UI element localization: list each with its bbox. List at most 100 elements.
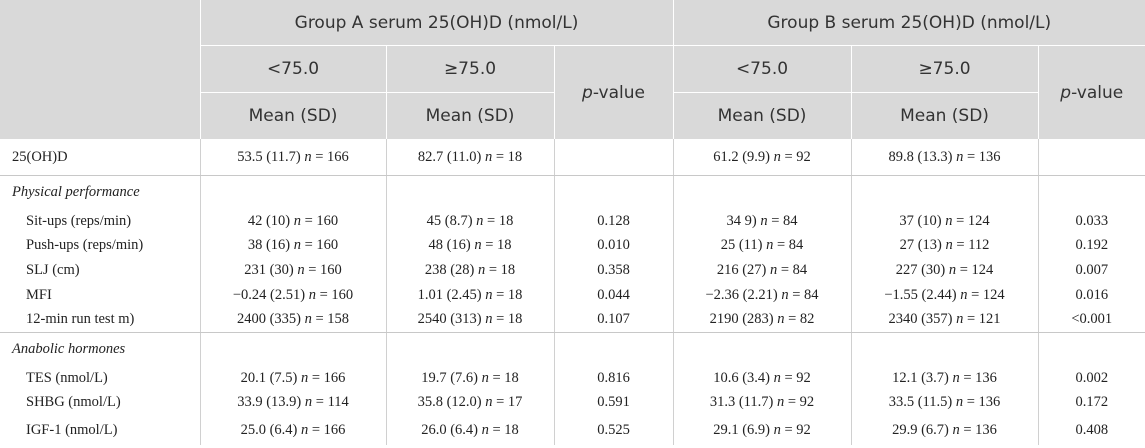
cell: 31.3 (11.7) n = 92 <box>672 390 851 416</box>
cell: 0.010 <box>553 233 673 259</box>
sample-size-n: n <box>484 148 493 165</box>
sample-size-n: n <box>945 212 953 229</box>
row-label: 25(OH)D <box>0 139 200 176</box>
cell: 0.525 <box>553 415 673 446</box>
p-suffix: -value <box>592 82 645 103</box>
cell: 29.9 (6.7) n = 136 <box>850 415 1038 446</box>
sample-size-n: n <box>304 148 312 165</box>
cell: 216 (27) n = 84 <box>672 258 851 283</box>
cell <box>553 139 673 176</box>
table-row: SHBG (nmol/L) 33.9 (13.9) n = 114 35.8 (… <box>0 390 1145 416</box>
group-b-ge75-header: ≥75.0 <box>850 45 1038 93</box>
table-header: Group A serum 25(OH)D (nmol/L) Group B s… <box>0 0 1145 139</box>
table-row: MFI −0.24 (2.51) n = 160 1.01 (2.45) n =… <box>0 282 1145 308</box>
sample-size-n: n <box>952 369 960 386</box>
sample-size-n: n <box>955 394 964 411</box>
table-row: SLJ (cm) 231 (30) n = 160 238 (28) n = 1… <box>0 258 1145 283</box>
cell: 19.7 (7.6) n = 18 <box>385 365 554 391</box>
cell: −0.24 (2.51) n = 160 <box>199 282 386 308</box>
cell: 0.128 <box>553 209 673 234</box>
row-label: TES (nmol/L) <box>26 369 108 386</box>
cell: 2400 (335) n = 158 <box>199 307 386 333</box>
cell: 61.2 (9.9) n = 92 <box>672 139 851 176</box>
cell: 0.044 <box>553 282 673 308</box>
cell: 37 (10) n = 124 <box>850 209 1038 234</box>
group-b-lt75-header: <75.0 <box>672 45 851 93</box>
cell: −2.36 (2.21) n = 84 <box>672 282 851 308</box>
table-row: Push-ups (reps/min) 38 (16) n = 160 48 (… <box>0 233 1145 259</box>
row-label: SLJ (cm) <box>26 261 80 278</box>
sample-size-n: n <box>485 286 493 303</box>
sample-size-n: n <box>485 394 493 411</box>
cell: 0.107 <box>553 307 673 333</box>
cell: 26.0 (6.4) n = 18 <box>385 415 554 446</box>
cell: 29.1 (6.9) n = 92 <box>672 415 851 446</box>
cell: 82.7 (11.0) n = 18 <box>385 139 554 176</box>
sample-size-n: n <box>773 369 781 386</box>
table-row: IGF-1 (nmol/L) 25.0 (6.4) n = 166 26.0 (… <box>0 415 1145 446</box>
cell: 89.8 (13.3) n = 136 <box>850 139 1038 176</box>
sample-size-n: n <box>952 421 960 438</box>
row-label: SHBG (nmol/L) <box>26 394 121 411</box>
cell: 27 (13) n = 112 <box>850 233 1038 259</box>
sample-size-n: n <box>769 261 778 278</box>
sample-size-n: n <box>474 237 482 254</box>
table-row: 25(OH)D 53.5 (11.7) n = 166 82.7 (11.0) … <box>0 139 1145 176</box>
sample-size-n: n <box>293 212 301 229</box>
cell: −1.55 (2.44) n = 124 <box>850 282 1038 308</box>
cell: 42 (10) n = 160 <box>199 209 386 234</box>
sample-size-n: n <box>766 237 774 254</box>
cell: 34 9) n = 84 <box>672 209 851 234</box>
p-italic: p <box>582 82 593 103</box>
header-corner-2 <box>0 45 200 93</box>
sample-size-n: n <box>956 148 964 165</box>
cell: 12.1 (3.7) n = 136 <box>850 365 1038 391</box>
cell: 53.5 (11.7) n = 166 <box>199 139 386 176</box>
sample-size-n: n <box>476 212 484 229</box>
group-a-pvalue-header: p-value <box>553 45 673 139</box>
sample-size-n: n <box>945 237 953 254</box>
sample-size-n: n <box>304 311 312 328</box>
cell: 0.172 <box>1037 390 1145 416</box>
sample-size-n: n <box>781 286 789 303</box>
sample-size-n: n <box>304 394 313 411</box>
section-row: Anabolic hormones <box>0 332 1145 366</box>
cell: 45 (8.7) n = 18 <box>385 209 554 234</box>
sample-size-n: n <box>960 286 968 303</box>
cell: 0.033 <box>1037 209 1145 234</box>
group-b-lt75-meansd: Mean (SD) <box>672 92 851 139</box>
cell: 227 (30) n = 124 <box>850 258 1038 283</box>
group-a-ge75-meansd: Mean (SD) <box>385 92 554 139</box>
sample-size-n: n <box>773 421 781 438</box>
cell: 0.358 <box>553 258 673 283</box>
section-heading: Anabolic hormones <box>12 340 126 357</box>
sample-size-n: n <box>481 421 489 438</box>
group-b-header: Group B serum 25(OH)D (nmol/L) <box>672 0 1145 46</box>
cell: 2540 (313) n = 18 <box>385 307 554 333</box>
group-a-header: Group A serum 25(OH)D (nmol/L) <box>199 0 673 46</box>
cell: 0.002 <box>1037 365 1145 391</box>
cell: 2190 (283) n = 82 <box>672 307 851 333</box>
group-a-ge75-header: ≥75.0 <box>385 45 554 93</box>
cell: 0.408 <box>1037 415 1145 446</box>
sample-size-n: n <box>777 311 785 328</box>
cell: 238 (28) n = 18 <box>385 258 554 283</box>
sample-size-n: n <box>956 311 964 328</box>
cell: 0.192 <box>1037 233 1145 259</box>
cell: 33.5 (11.5) n = 136 <box>850 390 1038 416</box>
cell: 33.9 (13.9) n = 114 <box>199 390 386 416</box>
cell: 35.8 (12.0) n = 17 <box>385 390 554 416</box>
cell <box>1037 139 1145 176</box>
cell: 1.01 (2.45) n = 18 <box>385 282 554 308</box>
table-row: Sit-ups (reps/min) 42 (10) n = 160 45 (8… <box>0 209 1145 234</box>
row-label: Push-ups (reps/min) <box>26 237 144 254</box>
row-label: IGF-1 (nmol/L) <box>26 421 118 438</box>
row-label: Sit-ups (reps/min) <box>26 212 132 229</box>
cell: 25.0 (6.4) n = 166 <box>199 415 386 446</box>
sample-size-n: n <box>481 369 489 386</box>
cell: 2340 (357) n = 121 <box>850 307 1038 333</box>
cell: 0.016 <box>1037 282 1145 308</box>
sample-size-n: n <box>293 237 301 254</box>
sample-size-n: n <box>485 311 493 328</box>
